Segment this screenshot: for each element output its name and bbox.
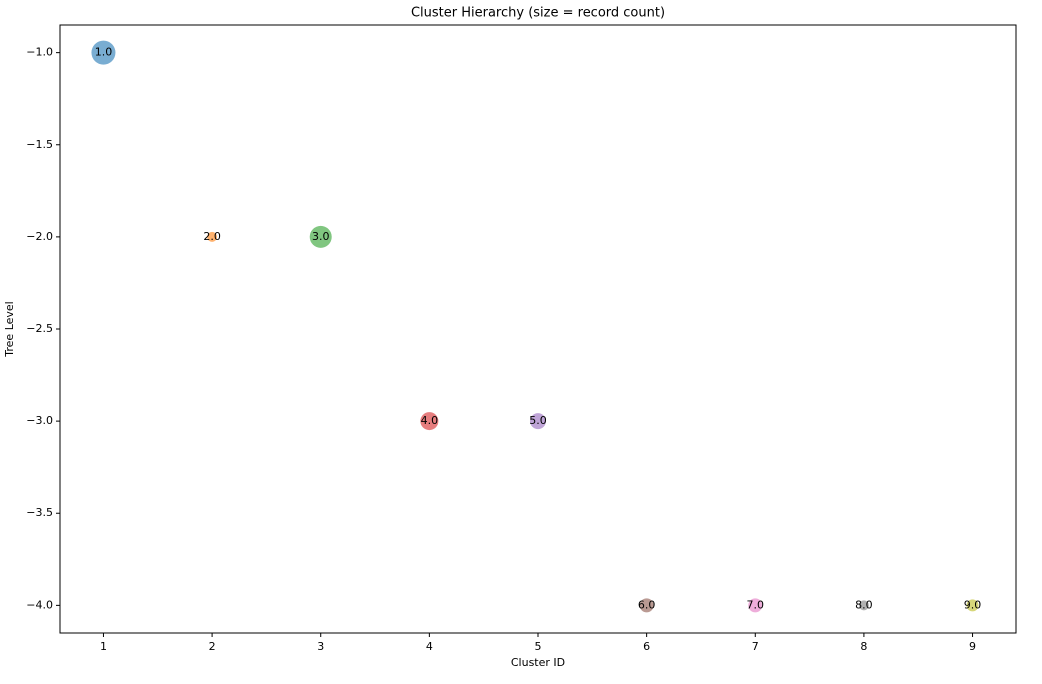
bubble (530, 413, 546, 430)
chart-title: Cluster Hierarchy (size = record count) (411, 6, 665, 21)
y-tick-label: −1.5 (26, 138, 53, 151)
point-label: 6.0 (638, 598, 656, 611)
point-label: 3.0 (312, 230, 330, 243)
y-axis-label: Tree Level (3, 301, 16, 357)
x-tick-label: 7 (752, 640, 759, 653)
x-axis-label: Cluster ID (511, 656, 565, 669)
y-tick-label: −1.0 (26, 46, 53, 59)
bubble (91, 40, 116, 65)
y-tick-label: −4.0 (26, 598, 53, 611)
x-tick-label: 2 (209, 640, 216, 653)
x-tick-label: 8 (860, 640, 867, 653)
point-label: 4.0 (421, 414, 439, 427)
plot-frame (59, 24, 1017, 634)
x-tick-label: 3 (317, 640, 324, 653)
bubble (639, 598, 654, 613)
x-tick-label: 6 (643, 640, 650, 653)
point-label: 8.0 (855, 598, 873, 611)
point-label: 5.0 (529, 414, 547, 427)
bubble (309, 225, 332, 248)
point-label: 9.0 (964, 598, 982, 611)
bubble (748, 598, 763, 613)
point-label: 1.0 (95, 46, 113, 59)
y-tick-label: −3.5 (26, 506, 53, 519)
point-label: 2.0 (203, 230, 221, 243)
x-tick-label: 5 (535, 640, 542, 653)
y-tick-label: −3.0 (26, 414, 53, 427)
bubble (420, 412, 439, 431)
x-tick-label: 1 (100, 640, 107, 653)
x-tick-label: 9 (969, 640, 976, 653)
bubble (858, 600, 869, 611)
x-tick-label: 4 (426, 640, 433, 653)
y-tick-label: −2.5 (26, 322, 53, 335)
point-label: 7.0 (747, 598, 765, 611)
y-tick-label: −2.0 (26, 230, 53, 243)
bubble (966, 599, 979, 612)
bubble (207, 231, 218, 242)
